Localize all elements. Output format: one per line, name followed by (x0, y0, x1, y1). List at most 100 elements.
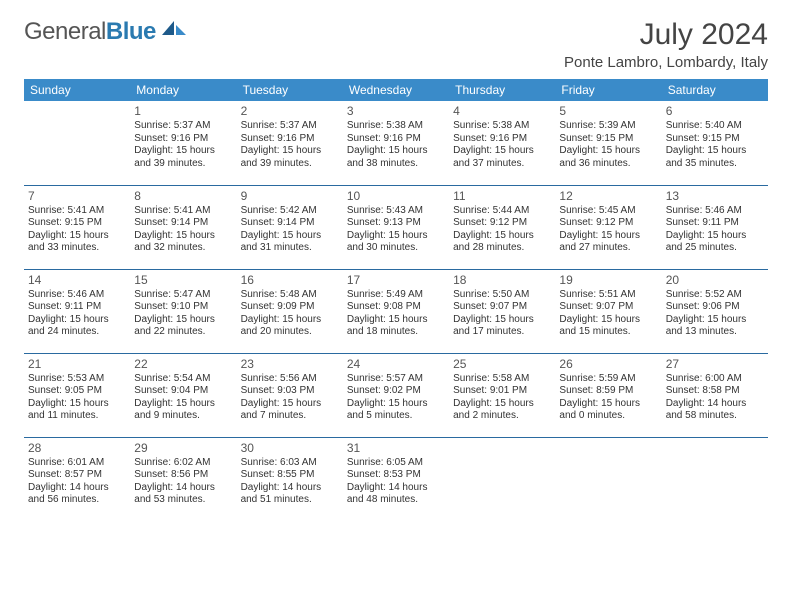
day-info-line: Sunset: 9:09 PM (241, 301, 339, 314)
day-info-line: and 17 minutes. (453, 326, 551, 339)
month-title: July 2024 (564, 18, 768, 52)
day-info-line: Sunrise: 5:43 AM (347, 205, 445, 218)
day-info-line: Sunset: 9:06 PM (666, 301, 764, 314)
day-info-line: Sunrise: 6:02 AM (134, 457, 232, 470)
day-number: 24 (347, 357, 445, 372)
day-info-line: Sunset: 9:12 PM (559, 217, 657, 230)
day-info-line: and 30 minutes. (347, 242, 445, 255)
logo: GeneralBlue (24, 18, 188, 46)
day-number: 25 (453, 357, 551, 372)
day-info-line: Sunrise: 5:44 AM (453, 205, 551, 218)
day-number: 21 (28, 357, 126, 372)
day-info-line: Sunset: 9:08 PM (347, 301, 445, 314)
day-info-line: Daylight: 14 hours (241, 482, 339, 495)
day-info-line: and 56 minutes. (28, 494, 126, 507)
day-info-line: Daylight: 14 hours (347, 482, 445, 495)
day-cell: 7Sunrise: 5:41 AMSunset: 9:15 PMDaylight… (24, 185, 130, 269)
day-info-line: and 13 minutes. (666, 326, 764, 339)
day-info-line: and 11 minutes. (28, 410, 126, 423)
day-info-line: and 24 minutes. (28, 326, 126, 339)
day-info-line: Sunrise: 5:45 AM (559, 205, 657, 218)
day-info-line: and 31 minutes. (241, 242, 339, 255)
day-info-line: Daylight: 15 hours (666, 230, 764, 243)
day-cell: 20Sunrise: 5:52 AMSunset: 9:06 PMDayligh… (662, 269, 768, 353)
day-number: 17 (347, 273, 445, 288)
dayname-sunday: Sunday (24, 79, 130, 101)
day-info-line: Sunset: 9:16 PM (453, 133, 551, 146)
day-info-line: Sunset: 9:01 PM (453, 385, 551, 398)
day-info-line: and 7 minutes. (241, 410, 339, 423)
day-number: 19 (559, 273, 657, 288)
day-info-line: Daylight: 15 hours (453, 314, 551, 327)
day-info-line: and 2 minutes. (453, 410, 551, 423)
day-info-line: Sunset: 8:59 PM (559, 385, 657, 398)
day-info-line: Sunset: 9:11 PM (666, 217, 764, 230)
day-number: 18 (453, 273, 551, 288)
day-info-line: and 20 minutes. (241, 326, 339, 339)
day-cell: 5Sunrise: 5:39 AMSunset: 9:15 PMDaylight… (555, 101, 661, 185)
day-info-line: Daylight: 15 hours (453, 145, 551, 158)
day-info-line: Sunset: 9:13 PM (347, 217, 445, 230)
day-info-line: and 38 minutes. (347, 158, 445, 171)
day-info-line: Sunrise: 5:41 AM (28, 205, 126, 218)
day-cell: 6Sunrise: 5:40 AMSunset: 9:15 PMDaylight… (662, 101, 768, 185)
day-number: 3 (347, 104, 445, 119)
day-info-line: Sunrise: 5:52 AM (666, 289, 764, 302)
dayname-row: Sunday Monday Tuesday Wednesday Thursday… (24, 79, 768, 101)
day-number: 4 (453, 104, 551, 119)
day-info-line: and 37 minutes. (453, 158, 551, 171)
day-info-line: Sunrise: 5:41 AM (134, 205, 232, 218)
day-cell: 8Sunrise: 5:41 AMSunset: 9:14 PMDaylight… (130, 185, 236, 269)
day-info-line: Sunset: 8:53 PM (347, 469, 445, 482)
day-info-line: and 15 minutes. (559, 326, 657, 339)
day-info-line: Daylight: 15 hours (347, 314, 445, 327)
logo-text: GeneralBlue (24, 18, 156, 46)
day-cell: 21Sunrise: 5:53 AMSunset: 9:05 PMDayligh… (24, 353, 130, 437)
day-number: 10 (347, 189, 445, 204)
logo-text-general: General (24, 18, 106, 45)
day-info-line: Sunrise: 5:48 AM (241, 289, 339, 302)
day-info-line: Sunrise: 5:37 AM (134, 120, 232, 133)
day-info-line: and 33 minutes. (28, 242, 126, 255)
day-info-line: Daylight: 15 hours (241, 314, 339, 327)
day-info-line: Daylight: 15 hours (28, 230, 126, 243)
day-cell: 17Sunrise: 5:49 AMSunset: 9:08 PMDayligh… (343, 269, 449, 353)
day-info-line: and 32 minutes. (134, 242, 232, 255)
day-info-line: Sunrise: 5:40 AM (666, 120, 764, 133)
day-info-line: Sunset: 9:03 PM (241, 385, 339, 398)
week-row: 7Sunrise: 5:41 AMSunset: 9:15 PMDaylight… (24, 185, 768, 269)
day-info-line: Daylight: 15 hours (453, 230, 551, 243)
day-info-line: and 39 minutes. (241, 158, 339, 171)
day-number: 29 (134, 441, 232, 456)
day-number: 27 (666, 357, 764, 372)
day-cell: 31Sunrise: 6:05 AMSunset: 8:53 PMDayligh… (343, 437, 449, 521)
day-number: 9 (241, 189, 339, 204)
day-info-line: Sunrise: 5:56 AM (241, 373, 339, 386)
day-info-line: Sunset: 9:14 PM (134, 217, 232, 230)
day-info-line: Sunset: 9:12 PM (453, 217, 551, 230)
day-info-line: Sunset: 9:15 PM (559, 133, 657, 146)
day-info-line: Sunset: 9:07 PM (559, 301, 657, 314)
day-cell: 19Sunrise: 5:51 AMSunset: 9:07 PMDayligh… (555, 269, 661, 353)
day-info-line: and 39 minutes. (134, 158, 232, 171)
day-number: 7 (28, 189, 126, 204)
day-info-line: Sunrise: 5:53 AM (28, 373, 126, 386)
day-info-line: Daylight: 15 hours (559, 230, 657, 243)
day-cell: 10Sunrise: 5:43 AMSunset: 9:13 PMDayligh… (343, 185, 449, 269)
title-block: July 2024 Ponte Lambro, Lombardy, Italy (564, 18, 768, 71)
day-number: 11 (453, 189, 551, 204)
day-info-line: Sunset: 8:58 PM (666, 385, 764, 398)
day-info-line: Sunset: 9:07 PM (453, 301, 551, 314)
day-info-line: and 48 minutes. (347, 494, 445, 507)
day-info-line: Daylight: 15 hours (241, 145, 339, 158)
day-cell: 1Sunrise: 5:37 AMSunset: 9:16 PMDaylight… (130, 101, 236, 185)
day-info-line: Sunrise: 5:54 AM (134, 373, 232, 386)
day-info-line: Daylight: 15 hours (666, 145, 764, 158)
day-info-line: Sunrise: 5:46 AM (28, 289, 126, 302)
day-cell: 18Sunrise: 5:50 AMSunset: 9:07 PMDayligh… (449, 269, 555, 353)
day-info-line: and 22 minutes. (134, 326, 232, 339)
day-number: 26 (559, 357, 657, 372)
dayname-monday: Monday (130, 79, 236, 101)
day-number: 22 (134, 357, 232, 372)
day-number: 12 (559, 189, 657, 204)
